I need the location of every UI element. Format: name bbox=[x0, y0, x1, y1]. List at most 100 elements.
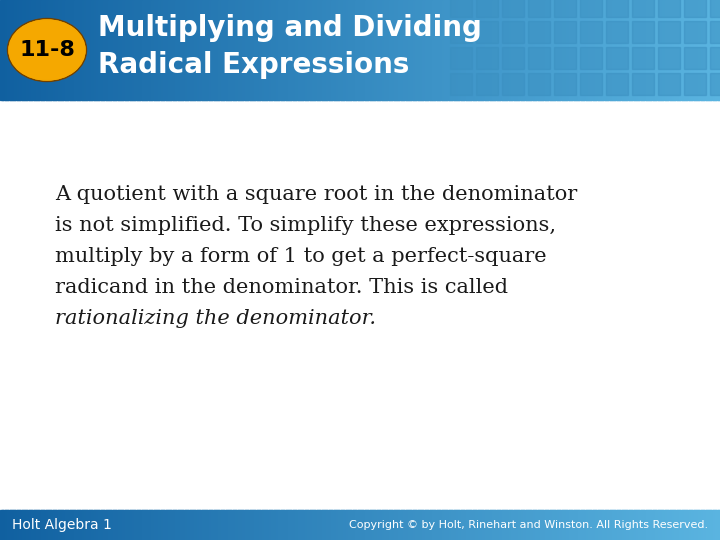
Ellipse shape bbox=[9, 20, 85, 80]
Bar bbox=[207, 0, 210, 100]
Bar bbox=[189, 0, 193, 100]
Bar bbox=[96, 0, 99, 100]
Bar bbox=[74, 0, 78, 100]
Bar bbox=[535, 510, 539, 540]
Bar bbox=[247, 0, 251, 100]
Bar bbox=[684, 73, 706, 95]
Bar bbox=[197, 0, 200, 100]
Bar bbox=[264, 510, 267, 540]
Bar bbox=[329, 0, 332, 100]
Bar bbox=[122, 0, 126, 100]
Bar bbox=[531, 0, 534, 100]
Bar bbox=[468, 510, 472, 540]
Bar bbox=[405, 510, 409, 540]
Bar bbox=[677, 0, 680, 100]
Bar bbox=[574, 510, 577, 540]
Bar bbox=[516, 0, 519, 100]
Bar bbox=[338, 510, 342, 540]
Bar bbox=[408, 510, 411, 540]
Bar bbox=[518, 0, 522, 100]
Bar bbox=[271, 510, 274, 540]
Bar bbox=[36, 510, 40, 540]
Text: 11-8: 11-8 bbox=[19, 40, 75, 60]
Bar bbox=[9, 510, 13, 540]
Bar bbox=[223, 510, 227, 540]
Bar bbox=[182, 510, 186, 540]
Bar bbox=[672, 510, 675, 540]
Bar bbox=[653, 0, 656, 100]
Bar bbox=[444, 0, 447, 100]
Bar bbox=[476, 73, 498, 95]
Bar bbox=[554, 73, 576, 95]
Bar bbox=[122, 510, 126, 540]
Bar bbox=[341, 0, 344, 100]
Bar bbox=[621, 0, 625, 100]
Bar bbox=[279, 510, 282, 540]
Bar bbox=[12, 510, 15, 540]
Bar bbox=[103, 510, 107, 540]
Bar bbox=[485, 510, 488, 540]
Bar bbox=[413, 0, 416, 100]
Bar bbox=[473, 510, 476, 540]
Bar bbox=[230, 510, 234, 540]
Bar bbox=[144, 0, 148, 100]
Bar bbox=[396, 0, 400, 100]
Bar bbox=[708, 0, 711, 100]
Bar bbox=[437, 0, 440, 100]
Bar bbox=[48, 510, 51, 540]
Bar bbox=[151, 0, 155, 100]
Bar bbox=[415, 510, 418, 540]
Bar bbox=[108, 0, 112, 100]
Bar bbox=[439, 510, 443, 540]
Bar bbox=[549, 0, 553, 100]
Bar bbox=[405, 0, 409, 100]
Bar bbox=[387, 510, 390, 540]
Bar bbox=[374, 0, 378, 100]
Bar bbox=[617, 510, 620, 540]
Bar bbox=[180, 510, 184, 540]
Bar bbox=[89, 0, 92, 100]
Bar bbox=[22, 0, 25, 100]
Bar bbox=[576, 510, 580, 540]
Bar bbox=[513, 510, 517, 540]
Bar bbox=[535, 0, 539, 100]
Bar bbox=[199, 510, 202, 540]
Bar bbox=[106, 510, 109, 540]
Bar bbox=[418, 0, 421, 100]
Bar bbox=[711, 0, 714, 100]
Bar bbox=[634, 510, 637, 540]
Bar bbox=[607, 0, 611, 100]
Bar bbox=[336, 0, 339, 100]
Bar bbox=[209, 0, 212, 100]
Bar bbox=[382, 510, 385, 540]
Bar bbox=[63, 510, 66, 540]
Bar bbox=[360, 0, 364, 100]
Bar bbox=[549, 510, 553, 540]
Bar bbox=[606, 73, 628, 95]
Bar bbox=[499, 0, 503, 100]
Bar bbox=[130, 510, 133, 540]
Bar bbox=[557, 0, 560, 100]
Bar bbox=[581, 510, 584, 540]
Bar bbox=[423, 0, 426, 100]
Bar bbox=[576, 0, 580, 100]
Bar bbox=[348, 510, 351, 540]
Bar bbox=[12, 0, 15, 100]
Bar bbox=[528, 0, 550, 17]
Bar bbox=[665, 0, 668, 100]
Bar bbox=[542, 510, 546, 540]
Bar bbox=[60, 0, 63, 100]
Bar bbox=[84, 510, 87, 540]
Bar bbox=[657, 0, 661, 100]
Bar bbox=[45, 0, 49, 100]
Bar bbox=[295, 0, 299, 100]
Bar bbox=[283, 510, 287, 540]
Bar bbox=[362, 510, 366, 540]
Bar bbox=[5, 510, 8, 540]
Bar bbox=[499, 510, 503, 540]
Bar bbox=[202, 0, 205, 100]
Bar bbox=[643, 0, 647, 100]
Bar bbox=[658, 73, 680, 95]
Bar bbox=[317, 510, 320, 540]
Bar bbox=[547, 510, 551, 540]
